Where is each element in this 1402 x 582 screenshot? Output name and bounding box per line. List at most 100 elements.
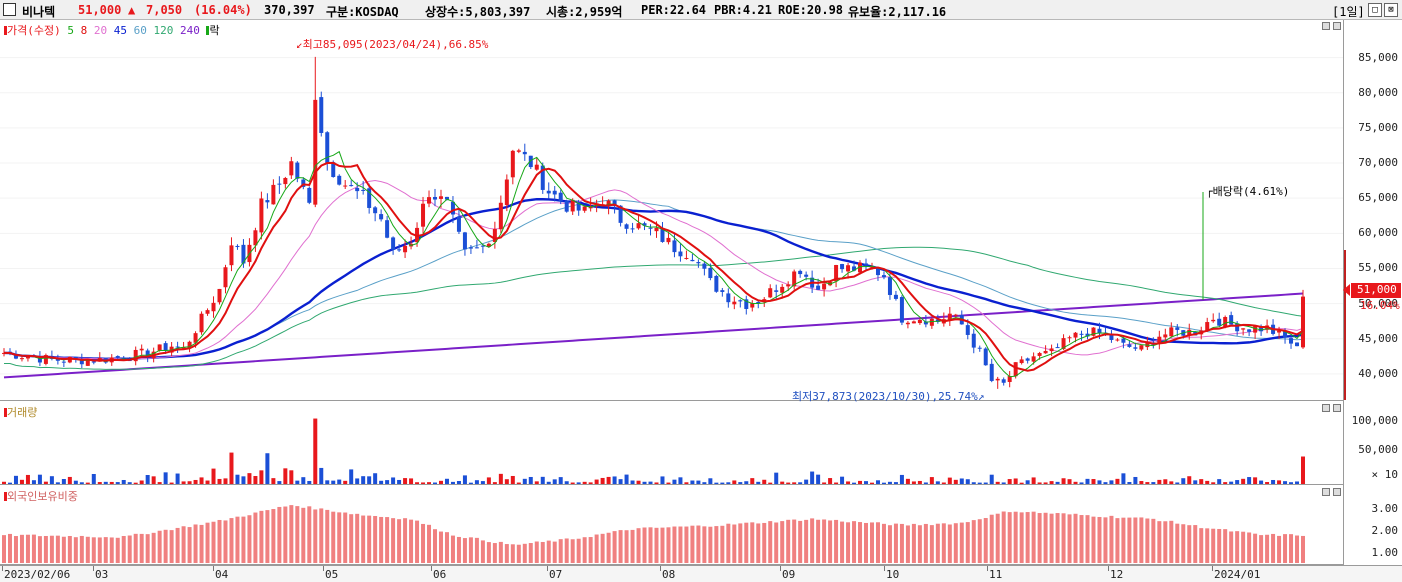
panel-close-button[interactable] xyxy=(1333,488,1341,496)
volume-bar xyxy=(157,482,162,484)
volume-bar xyxy=(163,472,168,484)
candle-body xyxy=(1187,329,1192,336)
volume-bar xyxy=(313,418,318,484)
foreign-ratio-bar xyxy=(91,537,96,563)
volume-bar xyxy=(504,479,509,484)
foreign-ratio-bar xyxy=(612,531,617,563)
candle-body xyxy=(343,185,348,187)
volume-bar xyxy=(1139,481,1144,484)
foreign-ratio-bar xyxy=(456,536,461,563)
price-tick: 80,000 xyxy=(1358,85,1398,99)
foreign-ratio-bar xyxy=(726,523,731,563)
foreign-ratio-bar xyxy=(959,522,964,563)
volume-bar xyxy=(1085,478,1090,484)
volume-bar xyxy=(780,481,785,484)
foreign-ratio-bar xyxy=(271,509,276,563)
period-selector[interactable]: [1일] xyxy=(1332,5,1365,19)
candle-body xyxy=(1205,322,1210,331)
volume-bar xyxy=(552,479,557,484)
volume-bar xyxy=(325,480,330,484)
foreign-ratio-bar xyxy=(379,516,384,563)
foreign-ratio-bar xyxy=(49,535,54,563)
volume-bar xyxy=(636,480,641,484)
select-checkbox[interactable] xyxy=(3,3,16,16)
foreign-axis: 3.00 2.00 1.00 xyxy=(1343,485,1402,565)
volume-bar xyxy=(696,480,701,484)
date-label: 05 xyxy=(325,568,339,581)
candle-body xyxy=(864,263,869,266)
listed-shares: 상장수:5,803,397 xyxy=(425,5,531,19)
per-value: PER:22.64 xyxy=(641,3,707,17)
candle-body xyxy=(1139,345,1144,350)
volume-bar xyxy=(522,478,527,484)
volume-bar xyxy=(1193,480,1198,484)
foreign-ratio-bar xyxy=(534,541,539,563)
volume-bar xyxy=(732,480,737,484)
candle-body xyxy=(235,245,240,248)
panel-close-button[interactable] xyxy=(1333,22,1341,30)
candle-body xyxy=(349,185,354,187)
date-tick xyxy=(780,566,781,571)
volume-bar xyxy=(929,477,934,484)
roe-value: ROE:20.98 xyxy=(778,3,844,17)
panel-close-button[interactable] xyxy=(1333,404,1341,412)
close-button[interactable]: ⊠ xyxy=(1384,3,1398,17)
volume-bar xyxy=(708,478,713,484)
foreign-ratio-bar xyxy=(474,537,479,563)
candle-body xyxy=(995,378,1000,381)
foreign-ratio-bar xyxy=(468,537,473,563)
date-label: 07 xyxy=(549,568,563,581)
volume-bar xyxy=(600,477,605,484)
candle-body xyxy=(1229,315,1234,325)
candle-body xyxy=(1259,326,1264,332)
volume-bar xyxy=(403,478,408,484)
date-label: 08 xyxy=(662,568,676,581)
panel-settings-button[interactable] xyxy=(1322,22,1330,30)
foreign-ratio-bar xyxy=(79,535,84,563)
volume-bar xyxy=(750,478,755,484)
date-tick xyxy=(1212,566,1213,571)
foreign-ratio-bar xyxy=(606,532,611,563)
volume-bar xyxy=(85,482,90,484)
price-tick: 85,000 xyxy=(1358,50,1398,64)
foreign-ratio-bar xyxy=(462,538,467,563)
ma5-line xyxy=(3,150,1304,378)
price-tick: 40,000 xyxy=(1358,366,1398,380)
foreign-ratio-bar xyxy=(1133,517,1138,563)
candle-body xyxy=(678,251,683,257)
foreign-ratio-bar xyxy=(73,537,78,563)
candle-body xyxy=(1283,331,1288,338)
volume-bar xyxy=(25,474,30,484)
foreign-ratio-bar xyxy=(1121,517,1126,563)
ma8-line xyxy=(3,161,1304,372)
volume-bar xyxy=(462,475,467,484)
volume-bar xyxy=(869,482,874,484)
date-tick xyxy=(323,566,324,571)
foreign-ratio-bar xyxy=(253,512,258,563)
foreign-ratio-bar xyxy=(510,544,515,563)
foreign-ratio-bar xyxy=(648,527,653,563)
candle-body xyxy=(684,257,689,259)
volume-bar xyxy=(965,479,970,484)
foreign-ratio-bar xyxy=(391,518,396,563)
price-axis: 85,000 80,000 75,000 70,000 65,000 60,000 55,0… xyxy=(1343,20,1402,401)
foreign-ratio-bar xyxy=(331,511,336,563)
candle-body xyxy=(1115,339,1120,341)
panel-settings-button[interactable] xyxy=(1322,404,1330,412)
foreign-ratio-bar xyxy=(642,527,647,563)
foreign-ratio-bar xyxy=(678,526,683,563)
volume-bar xyxy=(373,473,378,484)
candle-body xyxy=(468,247,473,249)
foreign-ratio-bar xyxy=(1289,534,1294,563)
volume-bar xyxy=(409,478,414,484)
foreign-ratio-bar xyxy=(421,523,426,563)
panel-settings-button[interactable] xyxy=(1322,488,1330,496)
volume-bar xyxy=(486,477,491,484)
candle-body xyxy=(1295,342,1300,347)
volume-bar xyxy=(654,482,659,484)
ma120-line xyxy=(3,246,1304,370)
volume-bar xyxy=(427,482,432,484)
maximize-button[interactable]: □ xyxy=(1368,3,1382,17)
candle-body xyxy=(223,267,228,288)
